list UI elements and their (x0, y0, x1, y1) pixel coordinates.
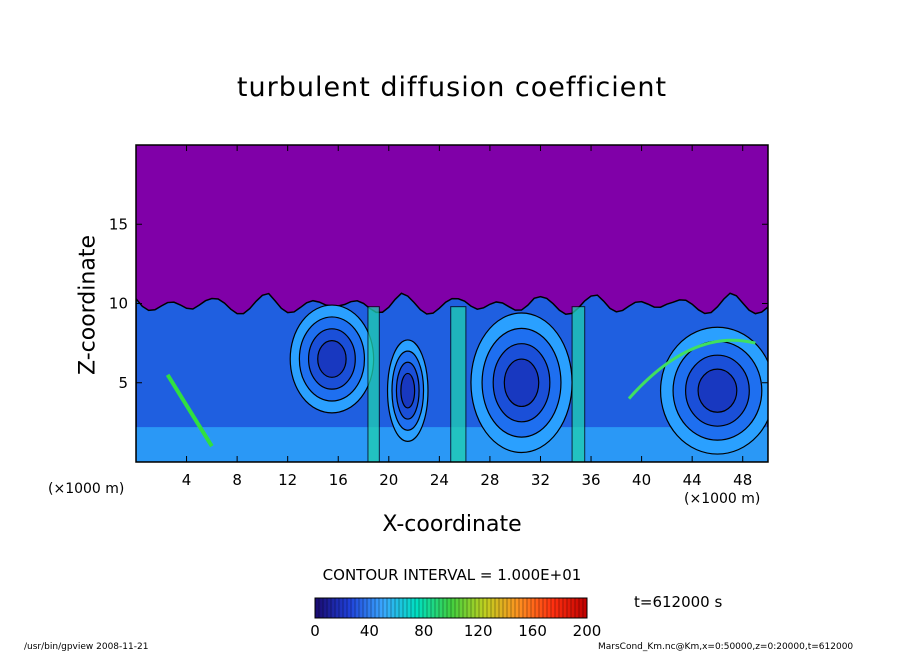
x-tick-label: 12 (278, 471, 297, 489)
plume (367, 306, 380, 462)
colorbar-tick-label: 80 (414, 622, 433, 640)
y-axis: 5 10 15 (109, 215, 768, 392)
x-tick-label: 48 (733, 471, 752, 489)
x-tick-label: 40 (632, 471, 651, 489)
eddy-contour (503, 358, 540, 408)
chart-title: turbulent diffusion coefficient (236, 72, 668, 103)
eddy (289, 304, 375, 414)
x-unit-label: (×1000 m) (684, 491, 761, 507)
x-tick-label: 44 (683, 471, 702, 489)
footer-left: /usr/bin/gpview 2008-11-21 (24, 642, 149, 652)
eddy (386, 339, 429, 442)
y-axis-label: Z-coordinate (75, 235, 101, 375)
x-tick-label: 16 (329, 471, 348, 489)
x-tick-label: 8 (232, 471, 242, 489)
x-tick-label: 20 (379, 471, 398, 489)
eddy (659, 326, 768, 455)
x-tick-label: 32 (531, 471, 550, 489)
y-tick-label: 15 (109, 215, 128, 233)
plume (450, 306, 467, 462)
time-label: t=612000 s (634, 593, 723, 611)
colorbar-tick-label: 200 (573, 622, 602, 640)
y-tick-label: 5 (118, 374, 128, 392)
x-tick-label: 28 (480, 471, 499, 489)
colorbar-tick-label: 0 (310, 622, 320, 640)
contour-interval-label: CONTOUR INTERVAL = 1.000E+01 (322, 566, 582, 584)
y-unit-label: (×1000 m) (48, 481, 125, 497)
eddy-contour (697, 368, 738, 413)
colorbar-tick-label: 120 (464, 622, 493, 640)
green-streak (165, 373, 214, 448)
eddy-contour (317, 340, 347, 378)
x-axis-label: X-coordinate (382, 512, 522, 537)
footer-right: MarsCond_Km.nc@Km,x=0:50000,z=0:20000,t=… (598, 642, 854, 652)
colorbar-tick-label: 40 (360, 622, 379, 640)
green-streak (627, 338, 756, 400)
eddy (470, 312, 573, 454)
x-axis: 4 8 12 16 20 24 28 32 36 40 44 48 (182, 145, 752, 489)
x-tick-label: 36 (581, 471, 600, 489)
colorbar-ticks: 0 40 80 120 160 200 (310, 622, 601, 640)
x-tick-label: 24 (430, 471, 449, 489)
y-tick-label: 10 (109, 295, 128, 313)
plume (571, 306, 586, 462)
colorbar: 0 40 80 120 160 200 (310, 597, 601, 640)
colorbar-tick-label: 160 (518, 622, 547, 640)
colorbar-contour-stripes (318, 598, 584, 618)
x-tick-label: 4 (182, 471, 192, 489)
turbulent-field (136, 292, 768, 462)
eddy-contour (400, 372, 416, 409)
